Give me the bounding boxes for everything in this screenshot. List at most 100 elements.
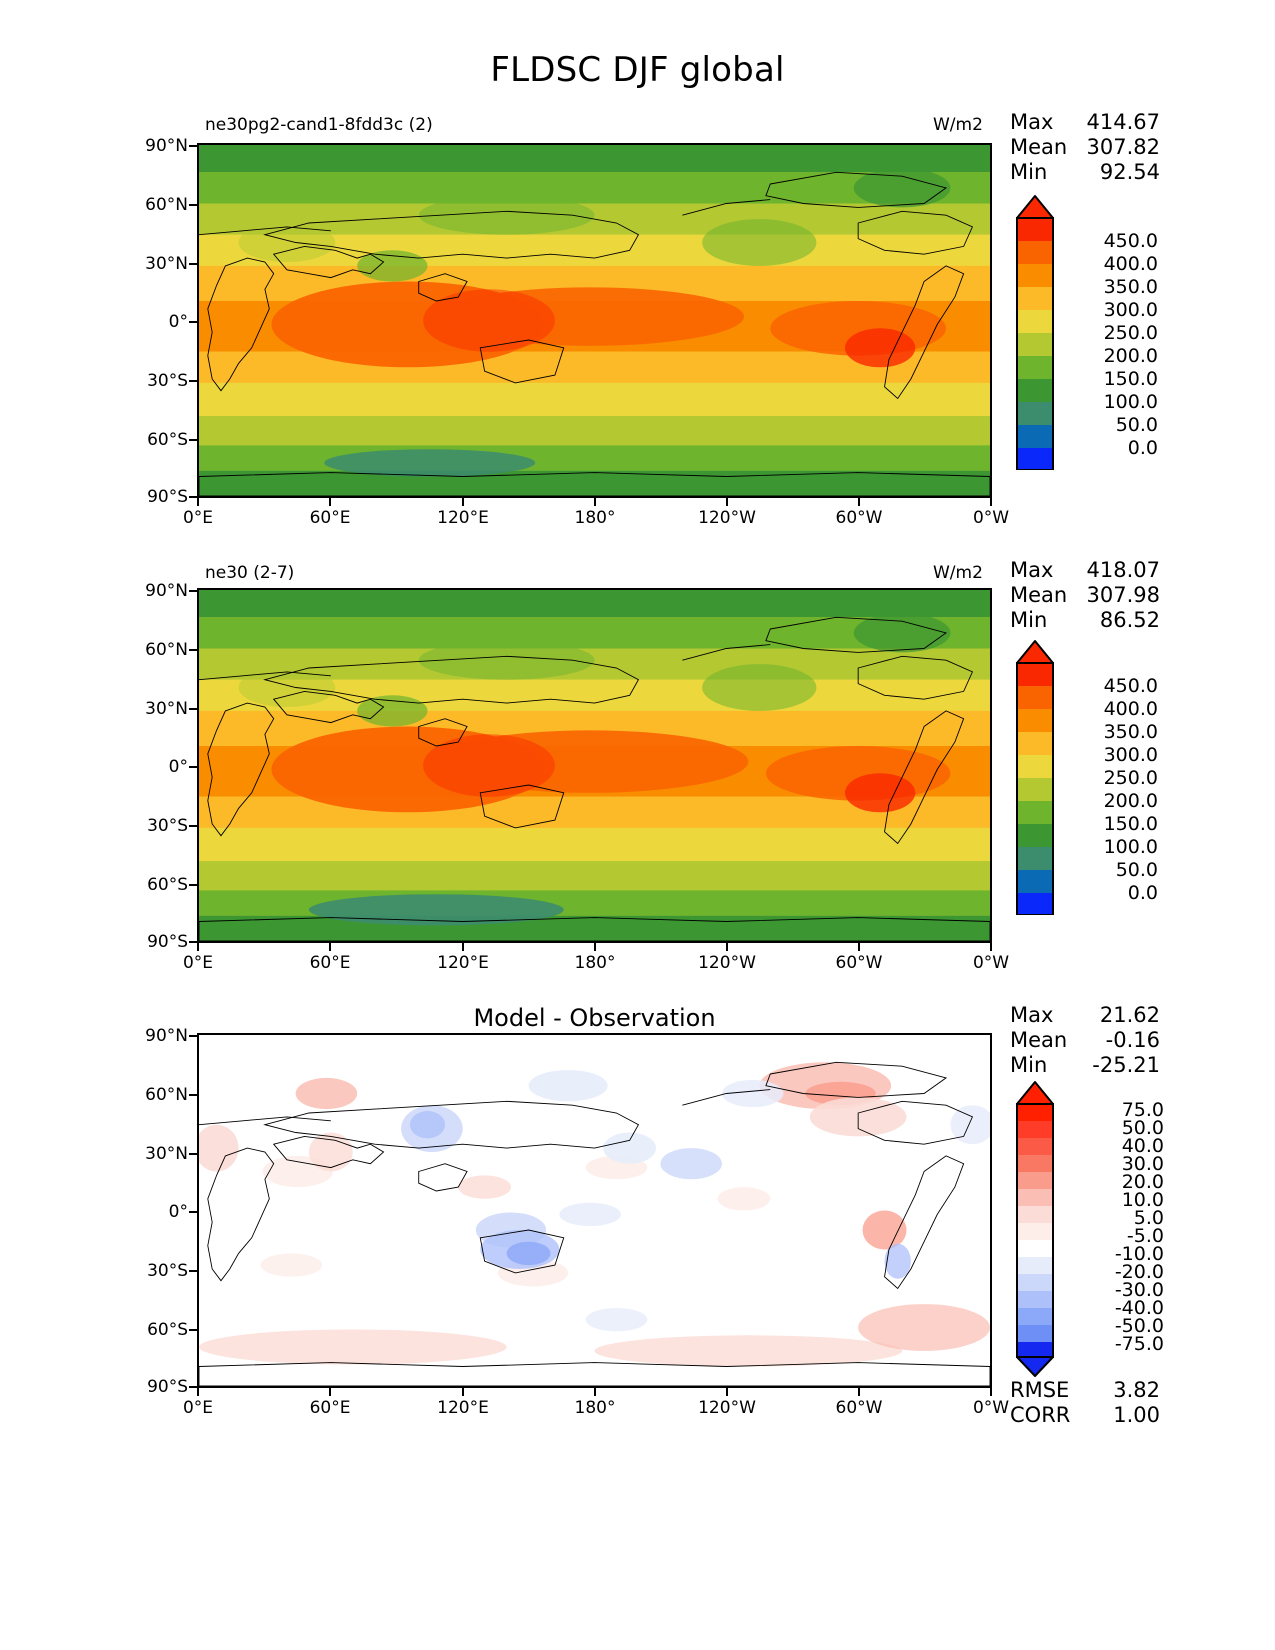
cbar-level: 0.0 — [1127, 437, 1158, 459]
colorbar-test[interactable] — [1013, 190, 1057, 470]
cbar-level: 50.0 — [1115, 859, 1158, 881]
cbar-level: 50.0 — [1115, 414, 1158, 436]
xtick-mark — [329, 943, 331, 951]
xtick-label: 120°E — [437, 508, 489, 528]
xtick-mark — [462, 943, 464, 951]
map-difference-field — [199, 1035, 990, 1386]
ytick-mark — [189, 1211, 197, 1213]
xtick-mark — [329, 1388, 331, 1396]
ytick-label: 0° — [168, 757, 188, 777]
cbar-level: 350.0 — [1103, 721, 1158, 743]
cbar-level: 75.0 — [1121, 1099, 1164, 1121]
metric-corr-key: CORR — [1010, 1403, 1071, 1427]
cbar-level: 100.0 — [1103, 391, 1158, 413]
figure-title: FLDSC DJF global — [490, 50, 785, 90]
xtick-mark — [197, 498, 199, 506]
xtick-mark — [726, 498, 728, 506]
cbar-level: 10.0 — [1121, 1189, 1164, 1211]
ytick-mark — [189, 1094, 197, 1096]
cbar-level: -10.0 — [1114, 1243, 1164, 1265]
xtick-label: 0°E — [182, 508, 214, 528]
stat-max-value: 418.07 — [1086, 558, 1160, 582]
ytick-mark — [189, 1386, 197, 1388]
xtick-mark — [462, 498, 464, 506]
ytick-label: 60°S — [147, 430, 188, 450]
ytick-mark — [189, 590, 197, 592]
stat-mean-key: Mean — [1010, 583, 1068, 607]
ytick-mark — [189, 766, 197, 768]
stat-max-key: Max — [1010, 1003, 1054, 1027]
cbar-level: -5.0 — [1126, 1225, 1164, 1247]
panel-difference-stats: Max 21.62 Mean -0.16 Min -25.21 — [1010, 1003, 1160, 1078]
xtick-mark — [329, 498, 331, 506]
xtick-label: 60°W — [835, 508, 883, 528]
ytick-label: 90°N — [145, 136, 188, 156]
xtick-mark — [197, 1388, 199, 1396]
xtick-label: 0°E — [182, 1398, 214, 1418]
xtick-mark — [990, 1388, 992, 1396]
xtick-mark — [726, 1388, 728, 1396]
xtick-mark — [594, 1388, 596, 1396]
colorbar-reference[interactable] — [1013, 635, 1057, 915]
xtick-label: 180° — [574, 953, 616, 973]
ytick-mark — [189, 380, 197, 382]
xtick-mark — [858, 498, 860, 506]
ytick-label: 30°N — [145, 254, 188, 274]
panel-reference-label: ne30 (2-7) — [205, 563, 295, 583]
ytick-mark — [189, 1035, 197, 1037]
cbar-level: 150.0 — [1103, 813, 1158, 835]
ytick-label: 60°N — [145, 640, 188, 660]
ytick-label: 60°N — [145, 195, 188, 215]
stat-min-key: Min — [1010, 608, 1048, 632]
ytick-mark — [189, 1270, 197, 1272]
xtick-mark — [990, 498, 992, 506]
cbar-level: -20.0 — [1114, 1261, 1164, 1283]
cbar-level: 400.0 — [1103, 698, 1158, 720]
cbar-level: -40.0 — [1114, 1297, 1164, 1319]
xtick-label: 120°E — [437, 1398, 489, 1418]
map-test[interactable] — [197, 143, 992, 498]
cbar-level: 40.0 — [1121, 1135, 1164, 1157]
ytick-label: 90°N — [145, 1026, 188, 1046]
panel-difference-metrics: RMSE 3.82 CORR 1.00 — [1010, 1378, 1160, 1428]
ytick-label: 30°S — [147, 371, 188, 391]
xtick-label: 0°E — [182, 953, 214, 973]
ytick-label: 60°N — [145, 1085, 188, 1105]
panel-reference-units: W/m2 — [933, 563, 983, 583]
ytick-mark — [189, 708, 197, 710]
stat-mean-value: -0.16 — [1105, 1028, 1160, 1052]
stat-mean-key: Mean — [1010, 135, 1068, 159]
cbar-level: -30.0 — [1114, 1279, 1164, 1301]
cbar-level: 350.0 — [1103, 276, 1158, 298]
xtick-label: 60°E — [309, 953, 351, 973]
map-difference[interactable] — [197, 1033, 992, 1388]
ytick-label: 30°N — [145, 699, 188, 719]
map-reference-field — [199, 590, 990, 941]
xtick-label: 60°E — [309, 508, 351, 528]
ytick-label: 0° — [168, 1202, 188, 1222]
cbar-level: 5.0 — [1133, 1207, 1164, 1229]
cbar-level: 200.0 — [1103, 345, 1158, 367]
colorbar-reference-labels: 450.0 400.0 350.0 300.0 250.0 200.0 150.… — [1070, 635, 1158, 915]
xtick-label: 0°W — [972, 1398, 1010, 1418]
colorbar-difference[interactable] — [1013, 1078, 1057, 1378]
panel-difference-title: Model - Observation — [473, 1004, 716, 1032]
map-reference[interactable] — [197, 588, 992, 943]
cbar-level: 200.0 — [1103, 790, 1158, 812]
xtick-label: 120°E — [437, 953, 489, 973]
metric-corr-value: 1.00 — [1113, 1403, 1160, 1427]
stat-max-key: Max — [1010, 110, 1054, 134]
xtick-mark — [462, 1388, 464, 1396]
ytick-mark — [189, 1153, 197, 1155]
stat-max-value: 414.67 — [1086, 110, 1160, 134]
cbar-level: 20.0 — [1121, 1171, 1164, 1193]
xtick-label: 60°E — [309, 1398, 351, 1418]
cbar-level: 0.0 — [1127, 882, 1158, 904]
xtick-mark — [726, 943, 728, 951]
panel-test-stats: Max 414.67 Mean 307.82 Min 92.54 — [1010, 110, 1160, 185]
xtick-mark — [990, 943, 992, 951]
ytick-mark — [189, 496, 197, 498]
cbar-level: 450.0 — [1103, 675, 1158, 697]
ytick-mark — [189, 321, 197, 323]
stat-max-key: Max — [1010, 558, 1054, 582]
